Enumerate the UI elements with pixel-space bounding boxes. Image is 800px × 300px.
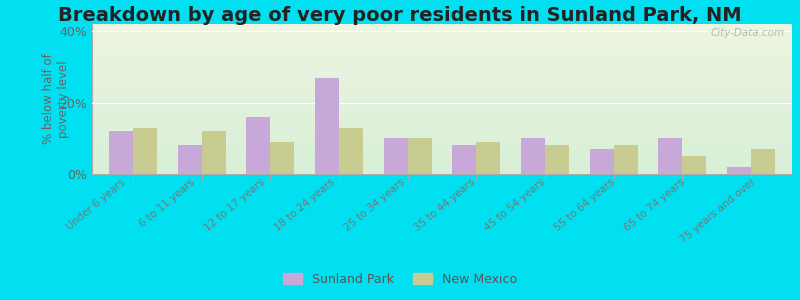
Bar	[270, 142, 294, 174]
Bar	[178, 146, 202, 174]
Bar	[384, 138, 408, 174]
Text: 35 to 44 years: 35 to 44 years	[413, 177, 477, 233]
Bar	[339, 128, 363, 174]
Bar	[521, 138, 545, 174]
Text: 75 years and over: 75 years and over	[678, 177, 757, 245]
Text: 6 to 11 years: 6 to 11 years	[138, 177, 197, 229]
Y-axis label: % below half of
poverty level: % below half of poverty level	[42, 54, 70, 144]
Bar	[476, 142, 500, 174]
Text: Under 6 years: Under 6 years	[64, 177, 127, 232]
Legend: Sunland Park, New Mexico: Sunland Park, New Mexico	[278, 268, 522, 291]
Bar	[246, 117, 270, 174]
Text: 18 to 24 years: 18 to 24 years	[273, 177, 337, 233]
Text: 12 to 17 years: 12 to 17 years	[202, 177, 267, 233]
Bar	[614, 146, 638, 174]
Bar	[658, 138, 682, 174]
Bar	[751, 149, 775, 174]
Bar	[109, 131, 133, 174]
Bar	[545, 146, 569, 174]
Text: 45 to 54 years: 45 to 54 years	[482, 177, 547, 233]
Bar	[727, 167, 751, 174]
Bar	[590, 149, 614, 174]
Text: City-Data.com: City-Data.com	[711, 28, 785, 38]
Text: 55 to 64 years: 55 to 64 years	[553, 177, 617, 233]
Bar	[408, 138, 432, 174]
Text: 65 to 74 years: 65 to 74 years	[622, 177, 687, 233]
Bar	[315, 78, 339, 174]
Bar	[202, 131, 226, 174]
Bar	[682, 156, 706, 174]
Text: Breakdown by age of very poor residents in Sunland Park, NM: Breakdown by age of very poor residents …	[58, 6, 742, 25]
Bar	[452, 146, 476, 174]
Text: 25 to 34 years: 25 to 34 years	[342, 177, 407, 233]
Bar	[133, 128, 157, 174]
